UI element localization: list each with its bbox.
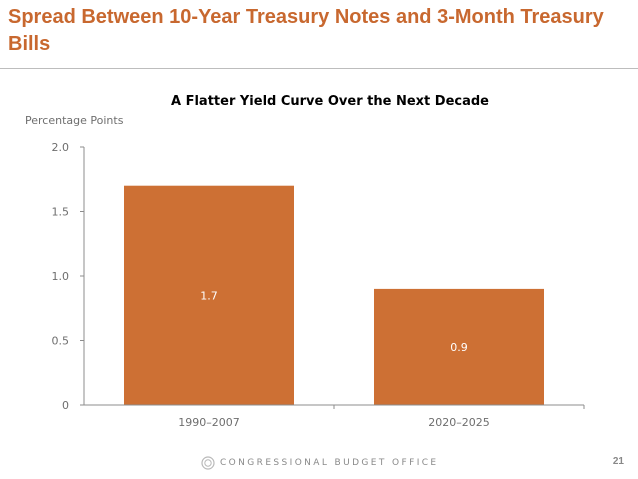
y-tick-label: 1.5 xyxy=(52,206,70,219)
footer-organization: CONGRESSIONAL BUDGET OFFICE xyxy=(220,458,439,468)
bar-value-label: 1.7 xyxy=(200,289,218,302)
x-tick-label: 2020–2025 xyxy=(428,416,490,429)
y-tick-label: 0.5 xyxy=(52,335,70,348)
page-number: 21 xyxy=(612,456,624,467)
x-tick-label: 1990–2007 xyxy=(178,416,240,429)
chart-title: A Flatter Yield Curve Over the Next Deca… xyxy=(171,94,489,109)
y-tick-label: 2.0 xyxy=(52,141,70,154)
bar-value-label: 0.9 xyxy=(450,341,468,354)
bar xyxy=(124,185,294,405)
title-divider xyxy=(0,68,638,69)
y-axis-label: Percentage Points xyxy=(25,114,124,127)
cbo-seal-icon xyxy=(201,456,215,470)
bar xyxy=(374,288,544,405)
y-tick-label: 0 xyxy=(62,399,69,412)
slide-title: Spread Between 10-Year Treasury Notes an… xyxy=(8,6,604,55)
y-tick-label: 1.0 xyxy=(52,270,70,283)
